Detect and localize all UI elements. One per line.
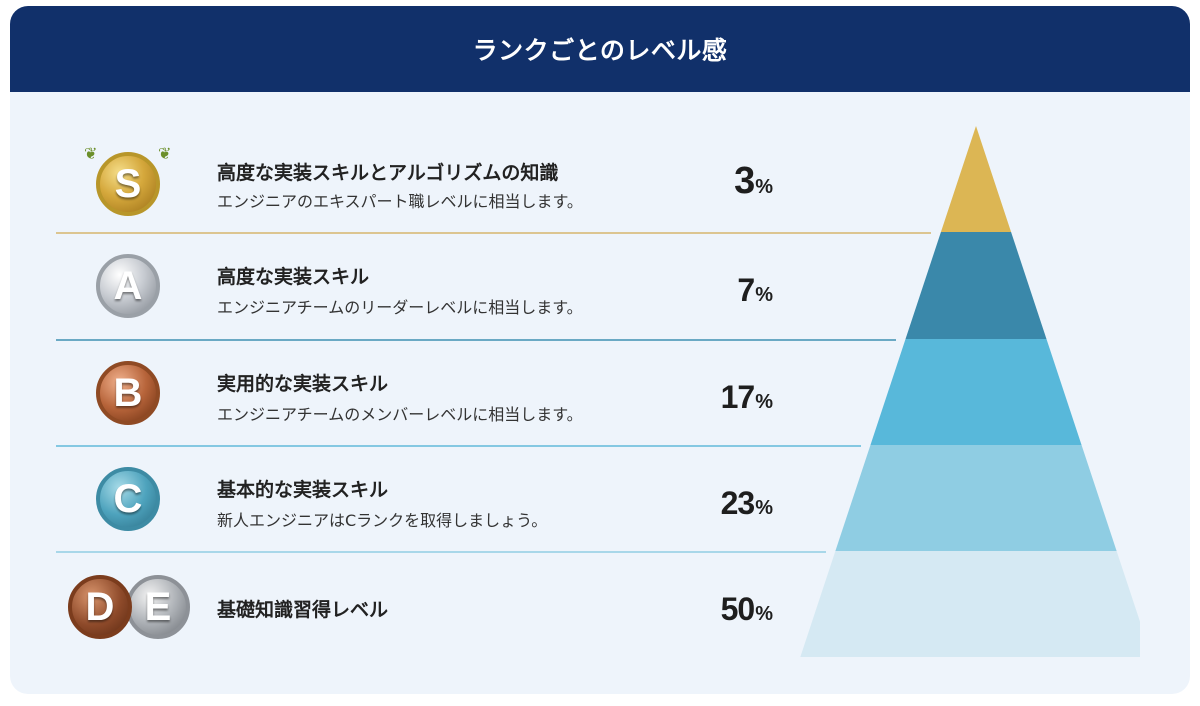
rank-row-a: A 高度な実装スキル エンジニアチームのリーダーレベルに相当します。 7% bbox=[10, 232, 1190, 338]
rank-a-description: エンジニアチームのリーダーレベルに相当します。 bbox=[217, 298, 583, 317]
rank-c-percentage-value: 23 bbox=[720, 485, 756, 521]
rank-s-badge-letter: S bbox=[114, 162, 142, 206]
pyramid-band-c bbox=[835, 445, 1117, 551]
pyramid-band-b bbox=[870, 339, 1082, 445]
rank-c-title: 基本的な実装スキル bbox=[217, 479, 389, 501]
rank-de-title: 基礎知識習得レベル bbox=[217, 599, 389, 621]
rank-de-percentage-value: 50 bbox=[720, 591, 756, 627]
laurel-right-icon: ❦ bbox=[158, 144, 172, 163]
laurel-left-icon: ❦ bbox=[84, 144, 98, 163]
rank-b-percentage-value: 17 bbox=[720, 379, 756, 415]
rank-row-c: C 基本的な実装スキル 新人エンジニアはCランクを取得しましょう。 23% bbox=[10, 445, 1190, 551]
rank-b-title: 実用的な実装スキル bbox=[217, 373, 389, 395]
rank-d-badge-icon: D bbox=[68, 575, 132, 639]
rank-row-b: B 実用的な実装スキル エンジニアチームのメンバーレベルに相当します。 17% bbox=[10, 339, 1190, 445]
pyramid-band-a bbox=[905, 232, 1047, 339]
rank-level-card: ランクごとのレベル感 ❦ ❦ S 高度な実装スキルとアルゴリズムの知識 エンジニ… bbox=[10, 6, 1190, 694]
rank-s-title: 高度な実装スキルとアルゴリズムの知識 bbox=[217, 162, 559, 184]
rank-de-percentage: 50% bbox=[720, 591, 773, 628]
rank-a-percentage-unit: % bbox=[755, 284, 773, 306]
rank-a-percentage-value: 7 bbox=[737, 272, 755, 308]
rank-c-description: 新人エンジニアはCランクを取得しましょう。 bbox=[217, 511, 548, 530]
divider-a bbox=[56, 339, 896, 341]
header-bar: ランクごとのレベル感 bbox=[10, 6, 1190, 92]
rank-row-de: E D 基礎知識習得レベル 50% bbox=[10, 551, 1190, 657]
rank-e-badge-letter: E bbox=[144, 585, 172, 629]
rank-s-percentage-unit: % bbox=[755, 176, 773, 198]
divider-c bbox=[56, 551, 826, 553]
rank-b-badge-letter: B bbox=[113, 371, 143, 415]
rank-a-percentage: 7% bbox=[737, 272, 773, 309]
rank-c-badge-letter: C bbox=[113, 477, 143, 521]
rank-d-badge-letter: D bbox=[85, 585, 115, 629]
pyramid-band-de bbox=[800, 551, 1140, 657]
divider-b bbox=[56, 445, 861, 447]
rank-b-percentage: 17% bbox=[720, 379, 773, 416]
rank-a-badge-letter: A bbox=[113, 264, 143, 308]
rank-s-badge-icon: S bbox=[96, 152, 160, 216]
rank-e-badge-icon: E bbox=[126, 575, 190, 639]
rank-s-description: エンジニアのエキスパート職レベルに相当します。 bbox=[217, 192, 583, 211]
rank-pyramid-chart bbox=[800, 126, 1140, 657]
page-title: ランクごとのレベル感 bbox=[472, 36, 728, 65]
pyramid-band-s bbox=[940, 126, 1012, 232]
rank-c-percentage: 23% bbox=[720, 485, 773, 522]
rank-b-badge-icon: B bbox=[96, 361, 160, 425]
rank-row-s: ❦ ❦ S 高度な実装スキルとアルゴリズムの知識 エンジニアのエキスパート職レベ… bbox=[10, 92, 1190, 216]
rank-a-badge-icon: A bbox=[96, 254, 160, 318]
divider-s bbox=[56, 232, 931, 234]
rank-c-badge-icon: C bbox=[96, 467, 160, 531]
rank-s-percentage-value: 3 bbox=[734, 160, 755, 202]
rank-a-title: 高度な実装スキル bbox=[217, 266, 370, 288]
rank-c-percentage-unit: % bbox=[755, 497, 773, 519]
rank-s-percentage: 3% bbox=[734, 160, 773, 203]
rank-de-percentage-unit: % bbox=[755, 603, 773, 625]
rank-b-description: エンジニアチームのメンバーレベルに相当します。 bbox=[217, 405, 583, 424]
rank-b-percentage-unit: % bbox=[755, 391, 773, 413]
